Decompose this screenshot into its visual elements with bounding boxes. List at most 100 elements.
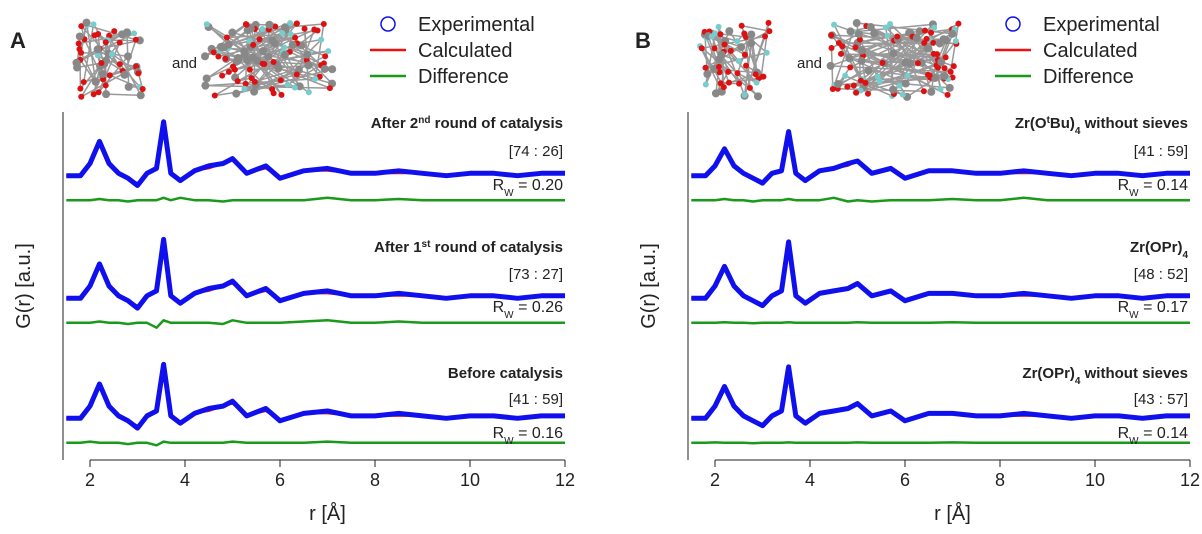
atom xyxy=(78,94,84,100)
atom xyxy=(292,35,298,41)
atom xyxy=(717,31,723,37)
atom xyxy=(879,60,885,66)
atom xyxy=(137,91,145,99)
label-part: Zr(OPr) xyxy=(1130,239,1183,256)
atom xyxy=(936,39,944,47)
atom xyxy=(225,41,233,49)
atom xyxy=(931,25,937,31)
difference-curve xyxy=(66,442,565,446)
ratio: [74 : 26] xyxy=(509,143,563,160)
atom xyxy=(252,79,258,85)
atom xyxy=(117,40,123,46)
atom xyxy=(904,73,910,79)
x-tick-label: 6 xyxy=(900,470,910,490)
difference-curve xyxy=(66,320,565,327)
label: RW = 0.20 xyxy=(493,177,563,199)
atom xyxy=(226,69,232,75)
label-part: Bu) xyxy=(1050,115,1075,132)
x-tick-label: 12 xyxy=(1180,470,1200,490)
atom xyxy=(946,84,954,92)
ratio: [48 : 52] xyxy=(1134,266,1188,283)
atom xyxy=(884,33,890,39)
atom xyxy=(103,39,109,45)
label-part: R xyxy=(1118,299,1130,316)
bond xyxy=(268,29,269,56)
label-part: R xyxy=(1118,177,1130,194)
atom xyxy=(279,30,285,36)
atom xyxy=(321,21,327,27)
atom xyxy=(734,38,740,44)
bond xyxy=(106,94,141,95)
atom xyxy=(725,27,733,35)
atom xyxy=(259,26,265,32)
atom xyxy=(103,82,109,88)
atom xyxy=(102,90,110,98)
label: After 2nd round of catalysis xyxy=(371,115,563,133)
atom xyxy=(123,28,131,36)
atom xyxy=(109,51,115,57)
atom xyxy=(851,82,857,88)
label-part: round of catalysis xyxy=(430,115,563,132)
difference-curve xyxy=(691,322,1190,323)
atom xyxy=(709,33,715,39)
bond xyxy=(742,26,770,31)
atom xyxy=(703,81,709,87)
atom xyxy=(81,79,87,85)
label: Zr(OPr)4 xyxy=(1130,239,1189,261)
atom xyxy=(742,92,748,98)
atom xyxy=(96,89,102,95)
legend-label: Difference xyxy=(418,66,509,88)
atom xyxy=(124,52,132,60)
atom xyxy=(140,86,146,92)
difference-curve xyxy=(691,442,1190,443)
atom xyxy=(204,21,210,27)
atom xyxy=(111,28,117,34)
atom xyxy=(702,65,708,71)
atom xyxy=(858,57,866,65)
x-tick-label: 12 xyxy=(555,470,575,490)
atom xyxy=(77,86,83,92)
atom xyxy=(736,81,742,87)
difference-curve xyxy=(691,198,1190,202)
atom xyxy=(852,44,858,50)
atom xyxy=(278,92,284,98)
atom xyxy=(753,71,759,77)
label-part: without sieves xyxy=(1080,115,1188,132)
atom xyxy=(718,51,726,59)
atom xyxy=(703,70,711,78)
atom xyxy=(224,35,230,41)
legend-label: Difference xyxy=(1043,66,1134,88)
atom xyxy=(853,19,861,27)
atom xyxy=(737,43,745,51)
atom xyxy=(321,65,329,73)
atom xyxy=(845,54,853,62)
label-part: nd xyxy=(418,115,430,126)
atom xyxy=(98,60,104,66)
atom xyxy=(269,86,275,92)
atom xyxy=(306,89,312,95)
atom xyxy=(747,39,755,47)
atom xyxy=(240,47,248,55)
x-tick-label: 8 xyxy=(370,470,380,490)
atom xyxy=(92,78,100,86)
x-tick-label: 4 xyxy=(805,470,815,490)
atom xyxy=(828,32,834,38)
atom xyxy=(890,49,898,57)
atom xyxy=(201,82,209,90)
atom xyxy=(312,76,318,82)
atom xyxy=(742,52,748,58)
atom xyxy=(747,85,753,91)
atom xyxy=(829,45,835,51)
atom xyxy=(853,90,859,96)
label-part: Zr(OPr) xyxy=(1022,365,1075,382)
legend-marker xyxy=(381,17,395,31)
molecule-caption: and xyxy=(797,55,822,72)
atom xyxy=(269,36,277,44)
atom xyxy=(902,80,910,88)
bond xyxy=(81,53,108,54)
label-part: round of catalysis xyxy=(430,239,563,256)
x-tick-label: 4 xyxy=(180,470,190,490)
atom xyxy=(250,88,258,96)
atom xyxy=(271,59,277,65)
label-part: R xyxy=(1118,425,1130,442)
